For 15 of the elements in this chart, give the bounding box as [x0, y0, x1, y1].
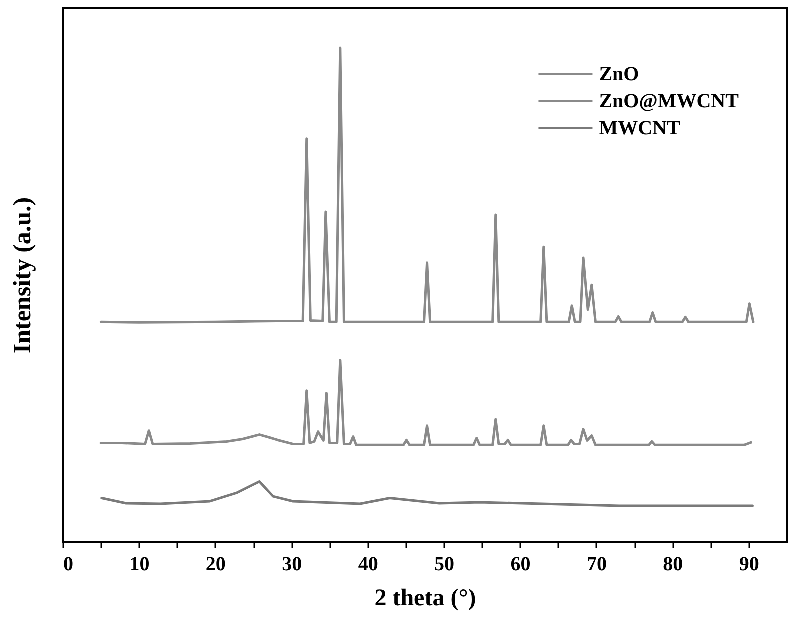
x-tick-label: 20 [206, 554, 226, 576]
x-tick-label: 0 [64, 554, 74, 576]
legend-label: ZnO [599, 63, 640, 86]
x-tick-label: 90 [739, 554, 760, 576]
x-axis-title: 2 theta (°) [374, 586, 476, 612]
x-tick-label: 60 [510, 554, 531, 576]
x-tick-label: 10 [130, 554, 150, 576]
x-tick-label: 80 [663, 554, 684, 576]
legend-label: ZnO@MWCNT [599, 90, 740, 112]
y-axis-title: Intensity (a.u.) [10, 197, 36, 354]
x-tick-label: 40 [358, 554, 378, 576]
x-tick-label: 70 [586, 554, 607, 576]
x-tick-label: 50 [434, 554, 455, 576]
legend-label: MWCNT [599, 117, 681, 140]
x-tick-label: 30 [282, 554, 302, 576]
